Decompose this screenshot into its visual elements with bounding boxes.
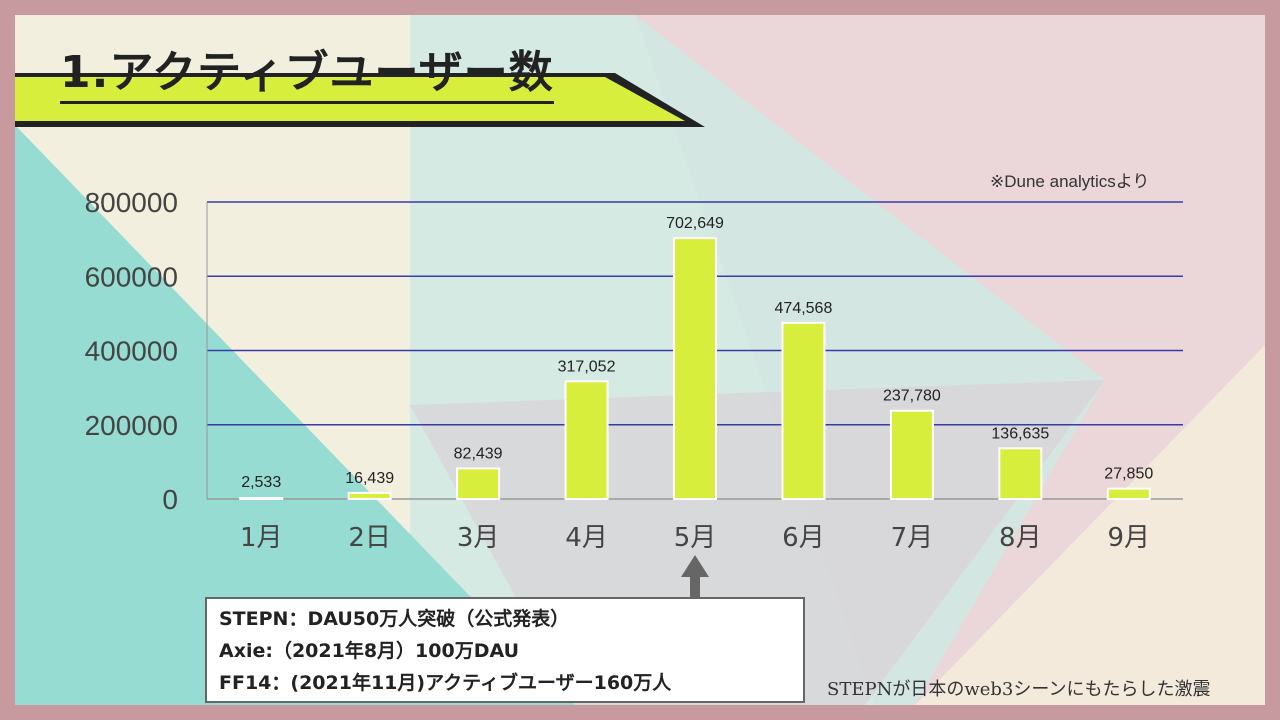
x-tick-label: 7月 [891,523,934,553]
footer-text: STEPNが日本のweb3シーンにもたらした激震 [827,679,1211,700]
y-tick-label: 600000 [85,261,178,292]
source-note: ※Dune analyticsより [990,172,1150,191]
note-ff14: FF14：(2021年11月)アクティブユーザー160万人 [219,672,672,694]
data-label: 27,850 [1104,466,1153,483]
x-tick-label: 4月 [565,523,608,553]
page-title: 1.アクティブユーザー数 [60,45,554,104]
notes-box: STEPN：DAU50万人突破（公式発表） Axie:（2021年8月）100万… [205,597,805,703]
bar-4 [564,380,609,500]
bar-1 [239,497,284,501]
x-tick-label: 1月 [240,523,283,553]
x-tick-label: 8月 [999,523,1042,553]
y-tick-label: 0 [162,484,178,515]
data-label: 237,780 [883,388,941,405]
slide: 1.アクティブユーザー数 ※Dune analyticsより 0 200000 40… [15,15,1265,705]
arrow-up-icon [681,555,709,599]
bar-8 [998,447,1043,501]
bar-5 [673,237,717,500]
note-stepn: STEPN：DAU50万人突破（公式発表） [219,608,570,630]
y-tick-label: 800000 [85,187,178,218]
x-tick-label: 9月 [1108,523,1151,553]
y-tick-label: 200000 [85,410,178,441]
data-label: 2,533 [241,474,281,491]
title-band [15,73,705,127]
x-tick-label: 5月 [674,523,717,553]
note-axie: Axie:（2021年8月）100万DAU [219,640,520,662]
x-tick-label: 3月 [457,523,500,553]
bar-2 [347,491,392,501]
bar-6 [781,321,826,500]
data-label: 136,635 [991,425,1049,442]
bar-3 [456,467,501,501]
data-label: 82,439 [454,445,503,462]
x-tick-label: 2日 [348,523,391,553]
data-label: 702,649 [666,215,724,232]
bar-7 [889,409,934,501]
data-label: 16,439 [345,470,394,487]
data-label: 317,052 [558,358,616,375]
bar-9 [1106,487,1151,500]
y-tick-label: 400000 [85,336,178,367]
bar-chart: 0 200000 400000 600000 800000 2,533 1月 16,439 2日… [85,187,1183,553]
x-tick-label: 6月 [782,523,825,553]
data-label: 474,568 [775,300,833,317]
